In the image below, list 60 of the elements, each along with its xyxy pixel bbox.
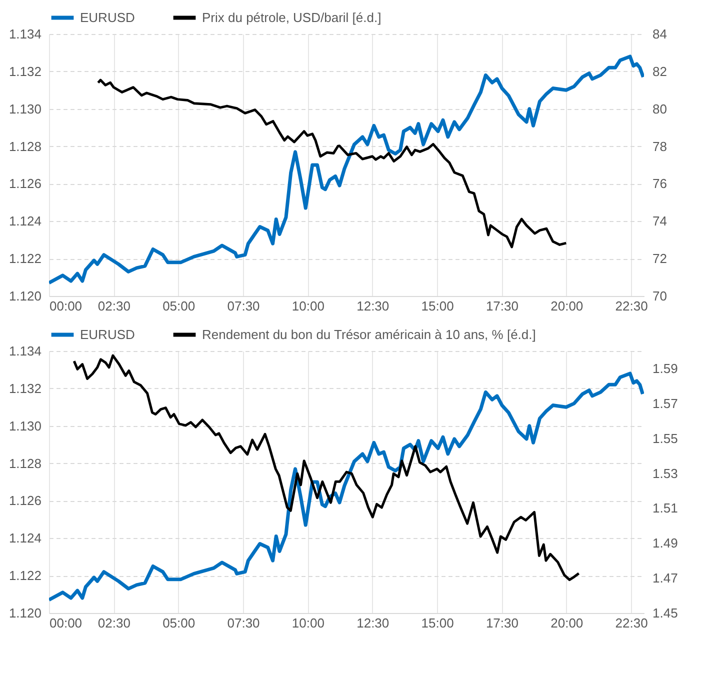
y-tick-label: 1.120 xyxy=(8,606,42,620)
x-tick-label: 10:00 xyxy=(292,616,324,630)
y2-tick-label: 82 xyxy=(652,64,667,79)
y2-tick-label: 1.45 xyxy=(652,606,678,620)
x-tick-label: 10:00 xyxy=(292,298,324,314)
y-tick-label: 1.126 xyxy=(8,493,42,508)
legend-label: EURUSD xyxy=(80,10,135,25)
y2-tick-label: 84 xyxy=(652,26,667,42)
x-tick-label: 05:00 xyxy=(162,616,196,630)
y-tick-label: 1.124 xyxy=(8,530,42,546)
y-tick-label: 1.128 xyxy=(8,456,42,471)
x-tick-label: 07:30 xyxy=(227,298,260,314)
line-series xyxy=(96,78,568,248)
legend-label: Prix du pétrole, USD/baril [é.d.] xyxy=(202,10,382,25)
y-tick-label: 1.120 xyxy=(8,288,42,304)
x-tick-label: 07:30 xyxy=(227,616,260,630)
x-tick-label: 17:30 xyxy=(486,298,518,314)
x-tick-label: 12:30 xyxy=(356,298,390,314)
y2-tick-label: 1.47 xyxy=(652,570,678,586)
y-tick-label: 1.134 xyxy=(8,26,42,42)
y-tick-label: 1.130 xyxy=(8,101,42,116)
x-tick-label: 05:00 xyxy=(162,298,196,314)
y2-tick-label: 1.51 xyxy=(652,500,678,516)
x-tick-label: 02:30 xyxy=(98,298,130,314)
x-tick-label: 00:00 xyxy=(50,616,82,630)
y2-tick-label: 1.57 xyxy=(652,396,678,411)
x-tick-label: 02:30 xyxy=(98,616,130,630)
x-tick-label: 22:30 xyxy=(615,298,648,314)
x-tick-label: 15:00 xyxy=(421,616,454,630)
y-tick-label: 1.128 xyxy=(8,138,42,154)
y2-tick-label: 1.53 xyxy=(652,466,678,481)
line-series xyxy=(49,54,644,285)
y2-tick-label: 80 xyxy=(652,101,667,116)
y2-tick-label: 1.55 xyxy=(652,430,678,446)
x-tick-label: 20:00 xyxy=(550,298,584,314)
y2-tick-label: 1.49 xyxy=(652,536,678,551)
y2-tick-label: 74 xyxy=(652,214,667,229)
y2-tick-label: 70 xyxy=(652,288,667,304)
y-tick-label: 1.122 xyxy=(8,568,42,584)
x-tick-label: 00:00 xyxy=(50,298,82,314)
y-tick-label: 1.122 xyxy=(8,251,42,266)
x-tick-label: 12:30 xyxy=(356,616,390,630)
y-tick-label: 1.126 xyxy=(8,176,42,192)
y-tick-label: 1.132 xyxy=(8,64,42,79)
y-tick-label: 1.124 xyxy=(8,214,42,229)
y2-tick-label: 72 xyxy=(652,251,667,266)
legend-label: Rendement du bon du Trésor américain à 10 ans, % [é.d.] xyxy=(202,326,536,342)
y-tick-label: 1.132 xyxy=(8,380,42,396)
legend-label: EURUSD xyxy=(80,326,135,342)
y-tick-label: 1.134 xyxy=(8,344,42,358)
y2-tick-label: 1.59 xyxy=(652,360,678,376)
y2-tick-label: 76 xyxy=(652,176,667,192)
y2-tick-label: 78 xyxy=(652,138,667,154)
y-tick-label: 1.130 xyxy=(8,418,42,434)
x-tick-label: 22:30 xyxy=(615,616,648,630)
line-series xyxy=(49,372,644,602)
x-tick-label: 20:00 xyxy=(550,616,584,630)
x-tick-label: 15:00 xyxy=(421,298,454,314)
line-series xyxy=(72,354,580,582)
x-tick-label: 17:30 xyxy=(486,616,518,630)
